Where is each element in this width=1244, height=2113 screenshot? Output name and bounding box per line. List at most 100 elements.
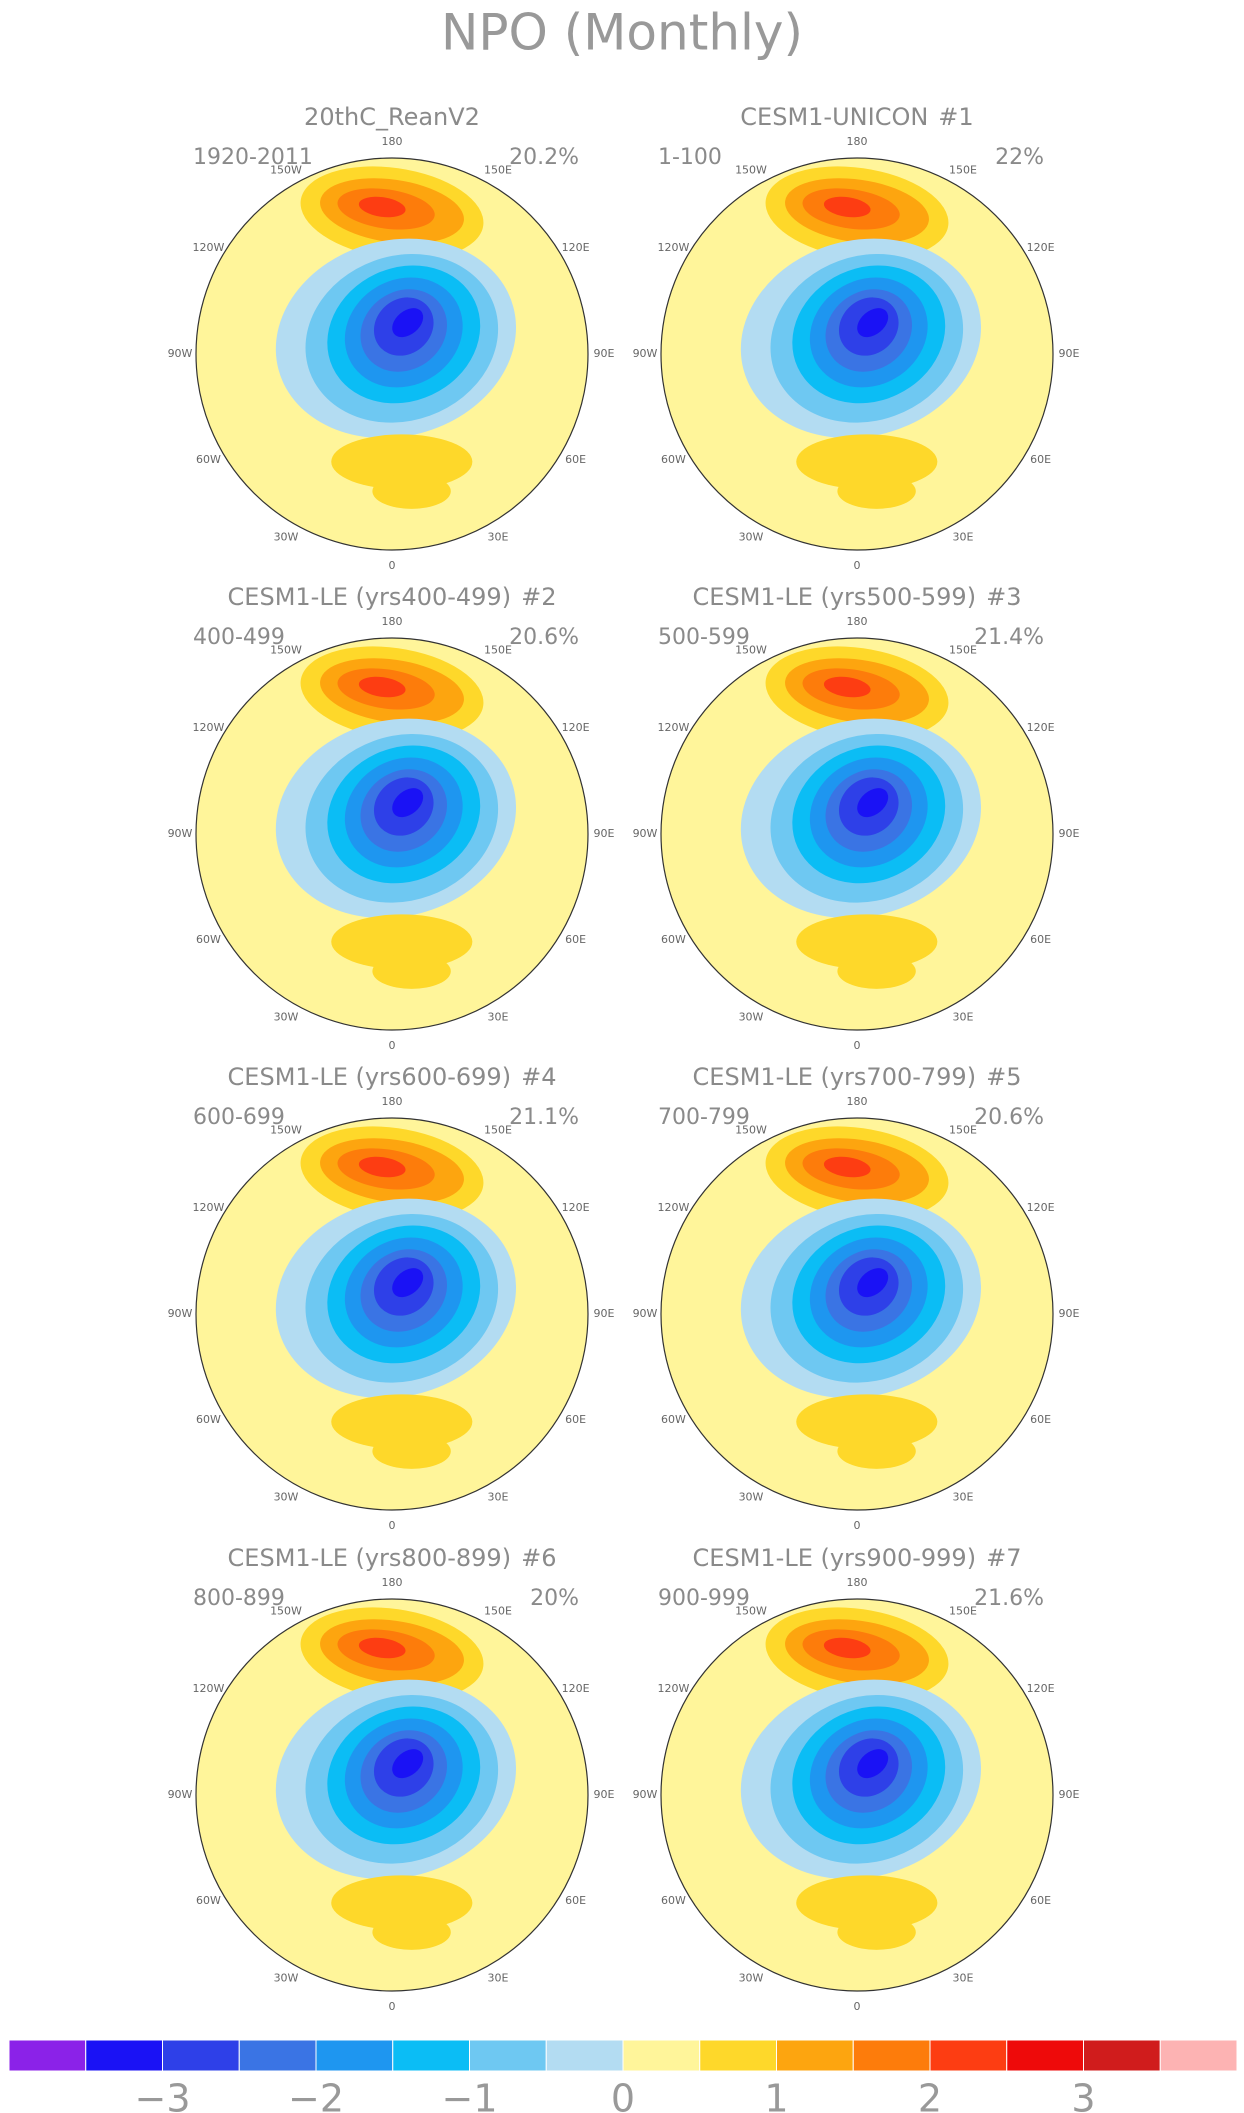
longitude-label: 90W — [168, 1788, 193, 1801]
colorbar-box — [315, 2039, 394, 2072]
contour-field — [740, 1126, 982, 1469]
contour-region — [372, 1433, 451, 1469]
longitude-label: 150W — [270, 1604, 302, 1617]
longitude-label: 90W — [168, 1307, 193, 1320]
contour-field — [275, 1126, 517, 1469]
longitude-label: 120E — [562, 1682, 590, 1695]
longitude-label: 60W — [661, 453, 686, 466]
longitude-label: 60W — [196, 453, 221, 466]
map-panel: CESM1-LE (yrs900-999) #7 900-999 21.6% 180 15… — [633, 1544, 1080, 2013]
longitude-label: 150W — [735, 1123, 767, 1136]
panel-variance: 20% — [530, 1586, 579, 1611]
colorbar-box — [469, 2039, 547, 2072]
panel-title: CESM1-LE (yrs500-599) #3 — [693, 583, 1022, 611]
panel-period: 400-499 — [193, 625, 285, 650]
colorbar-box — [85, 2039, 163, 2072]
panel-period: 1920-2011 — [193, 145, 313, 170]
longitude-label: 60W — [196, 933, 221, 946]
contour-field — [275, 1607, 517, 1950]
longitude-label: 150E — [484, 163, 512, 176]
longitude-label: 30W — [739, 531, 764, 544]
longitude-label: 0 — [854, 1039, 861, 1052]
panel-period: 700-799 — [658, 1105, 750, 1130]
contour-region — [392, 308, 424, 338]
longitude-label: 90E — [594, 827, 615, 840]
map-panel: CESM1-LE (yrs600-699) #4 600-699 21.1% 180 15… — [168, 1063, 615, 1532]
longitude-label: 150E — [949, 1123, 977, 1136]
longitude-label: 90E — [594, 347, 615, 360]
contour-region — [857, 1749, 889, 1779]
longitude-label: 90W — [168, 347, 193, 360]
panel-number: #4 — [521, 1063, 556, 1091]
longitude-label: 30W — [274, 531, 299, 544]
contour-region — [392, 1749, 424, 1779]
panel-variance: 22% — [995, 145, 1044, 170]
contour-region — [392, 1268, 424, 1298]
longitude-label: 30W — [739, 1011, 764, 1024]
colorbar-tick-label: −2 — [288, 2077, 344, 2113]
colorbar-box — [1083, 2039, 1161, 2072]
longitude-label: 60E — [1030, 1894, 1051, 1907]
longitude-label: 180 — [382, 1576, 403, 1589]
longitude-label: 30W — [739, 1491, 764, 1504]
contour-region — [372, 953, 451, 989]
longitude-label: 90W — [633, 827, 658, 840]
contour-region — [331, 914, 473, 970]
contour-region — [358, 196, 406, 218]
longitude-label: 60W — [661, 1894, 686, 1907]
contour-region — [331, 1875, 473, 1931]
panel-variance: 20.2% — [509, 145, 579, 170]
contour-region — [372, 1914, 451, 1950]
colorbar-box — [699, 2039, 777, 2072]
contour-region — [331, 1394, 473, 1450]
longitude-label: 120E — [562, 1201, 590, 1214]
longitude-label: 150W — [735, 163, 767, 176]
longitude-label: 150W — [735, 1604, 767, 1617]
contour-region — [837, 473, 916, 509]
longitude-label: 180 — [382, 1095, 403, 1108]
longitude-label: 120W — [657, 1682, 689, 1695]
contour-field — [740, 1607, 982, 1950]
colorbar-tick-label: 2 — [918, 2077, 942, 2113]
panel-title-text: CESM1-UNICON — [740, 103, 928, 131]
longitude-label: 90W — [168, 827, 193, 840]
colorbar-tick-label: −1 — [441, 2077, 497, 2113]
longitude-label: 120W — [192, 241, 224, 254]
longitude-label: 120W — [657, 241, 689, 254]
longitude-label: 120W — [192, 721, 224, 734]
colorbar-box — [776, 2039, 854, 2072]
contour-region — [796, 434, 938, 490]
colorbar-box — [162, 2039, 240, 2072]
colorbar-box — [852, 2039, 931, 2072]
longitude-label: 150W — [270, 643, 302, 656]
longitude-label: 60W — [661, 1413, 686, 1426]
colorbar-tick-label: 0 — [611, 2077, 635, 2113]
longitude-label: 60E — [565, 933, 586, 946]
panel-title: CESM1-LE (yrs400-499) #2 — [228, 583, 557, 611]
longitude-label: 150W — [270, 163, 302, 176]
longitude-label: 60E — [565, 1413, 586, 1426]
panel-variance: 20.6% — [509, 625, 579, 650]
contour-region — [837, 1433, 916, 1469]
contour-region — [823, 196, 871, 218]
colorbar-box — [929, 2039, 1008, 2072]
colorbar-tick-label: −3 — [134, 2077, 190, 2113]
longitude-label: 30E — [953, 1972, 974, 1985]
longitude-label: 60W — [661, 933, 686, 946]
map-panel: CESM1-LE (yrs500-599) #3 500-599 21.4% 180 15… — [633, 583, 1080, 1052]
panel-variance: 21.1% — [509, 1105, 579, 1130]
longitude-label: 120W — [192, 1682, 224, 1695]
longitude-label: 150E — [484, 1123, 512, 1136]
panel-title-text: CESM1-LE (yrs600-699) — [228, 1063, 512, 1091]
longitude-label: 30E — [488, 1011, 509, 1024]
longitude-label: 180 — [847, 135, 868, 148]
longitude-label: 120E — [1027, 721, 1055, 734]
contour-region — [372, 473, 451, 509]
longitude-label: 120E — [562, 721, 590, 734]
panel-number: #1 — [938, 103, 973, 131]
contour-region — [392, 788, 424, 818]
longitude-label: 0 — [854, 559, 861, 572]
longitude-label: 30E — [488, 1972, 509, 1985]
panel-title: CESM1-LE (yrs900-999) #7 — [693, 1544, 1022, 1572]
